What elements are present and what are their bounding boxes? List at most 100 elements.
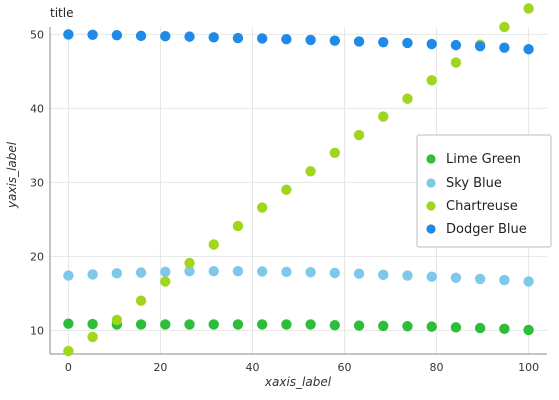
legend-marker-chartreuse [426, 201, 436, 211]
series-chartreuse [63, 3, 534, 357]
data-point [353, 268, 365, 279]
y-tick-label: 40 [30, 102, 44, 115]
data-point [256, 33, 268, 44]
data-point [329, 35, 341, 46]
data-point [256, 266, 268, 277]
legend-label-sky-blue: Sky Blue [446, 176, 502, 191]
data-point [256, 319, 268, 330]
data-point [499, 21, 510, 33]
data-point [208, 239, 219, 250]
data-point [232, 265, 244, 277]
data-point [305, 319, 316, 330]
series-lime-green [63, 318, 534, 336]
x-tick-label: 0 [65, 361, 72, 374]
data-point [160, 31, 171, 42]
data-point [474, 41, 486, 52]
y-tick-label: 30 [30, 176, 44, 189]
legend-marker-dodger-blue [426, 224, 436, 234]
data-point [184, 257, 195, 269]
legend-label-dodger-blue: Dodger Blue [446, 222, 527, 237]
data-point [232, 220, 244, 232]
data-point [499, 323, 510, 335]
data-point [426, 38, 437, 50]
data-point [160, 266, 171, 278]
data-point [450, 57, 462, 68]
data-point [426, 321, 437, 332]
y-tick-label: 50 [30, 28, 44, 41]
y-tick-label: 10 [30, 324, 44, 337]
y-tick-label: 20 [30, 250, 44, 263]
data-point [160, 276, 171, 287]
data-point [305, 166, 316, 177]
data-point [281, 319, 292, 330]
data-point [402, 93, 413, 104]
legend-label-chartreuse: Chartreuse [446, 199, 518, 214]
data-point [160, 319, 171, 330]
legend-marker-sky-blue [426, 178, 436, 188]
legend-marker-lime-green [426, 154, 436, 164]
data-point [135, 319, 147, 330]
x-tick-label: 40 [245, 361, 259, 374]
data-point [281, 184, 292, 195]
data-series [63, 3, 534, 357]
data-point [378, 36, 389, 48]
data-point [523, 324, 534, 336]
data-point [474, 273, 486, 285]
legend-box [416, 134, 552, 248]
data-point [305, 267, 316, 278]
series-sky-blue [63, 265, 534, 287]
data-point [378, 269, 389, 281]
data-point [184, 31, 195, 42]
data-point [63, 345, 74, 357]
x-tick-label: 60 [338, 361, 352, 374]
data-point [87, 29, 98, 40]
y-axis-label: yaxis_label [5, 141, 19, 209]
data-point [499, 42, 510, 53]
data-point [426, 271, 437, 282]
x-axis-label: xaxis_label [264, 375, 332, 389]
data-point [523, 3, 534, 14]
axes: 0 20 40 60 80 100 10 20 30 40 50 [30, 27, 547, 374]
data-point [87, 331, 98, 343]
data-point [353, 320, 365, 331]
data-point [111, 29, 123, 41]
data-point [523, 276, 534, 287]
data-point [329, 267, 341, 279]
data-point [87, 269, 98, 280]
data-point [450, 39, 462, 51]
data-point [281, 34, 292, 45]
data-point [474, 322, 486, 334]
data-point [208, 319, 219, 330]
x-tick-label: 100 [518, 361, 539, 374]
data-point [402, 37, 413, 49]
data-point [305, 34, 316, 46]
data-point [184, 265, 195, 277]
data-point [353, 36, 365, 47]
series-dodger-blue [63, 29, 534, 55]
data-point [208, 32, 219, 43]
data-point [63, 29, 74, 40]
data-point [523, 43, 534, 55]
data-point [450, 322, 462, 333]
data-point [111, 314, 123, 326]
data-point [232, 319, 244, 330]
data-point [378, 320, 389, 332]
data-point [256, 202, 268, 213]
data-point [450, 272, 462, 283]
data-point [135, 267, 147, 278]
data-point [378, 111, 389, 122]
x-tick-label: 80 [430, 361, 444, 374]
data-point [329, 319, 341, 331]
data-point [63, 318, 74, 329]
data-point [499, 274, 510, 286]
data-point [135, 30, 147, 42]
data-point [135, 295, 147, 306]
legend: Lime Green Sky Blue Chartreuse Dodger Bl… [416, 134, 552, 248]
data-point [353, 129, 365, 141]
legend-label-lime-green: Lime Green [446, 152, 521, 167]
data-point [232, 32, 244, 44]
data-point [402, 270, 413, 281]
data-point [208, 265, 219, 277]
data-point [63, 270, 74, 281]
